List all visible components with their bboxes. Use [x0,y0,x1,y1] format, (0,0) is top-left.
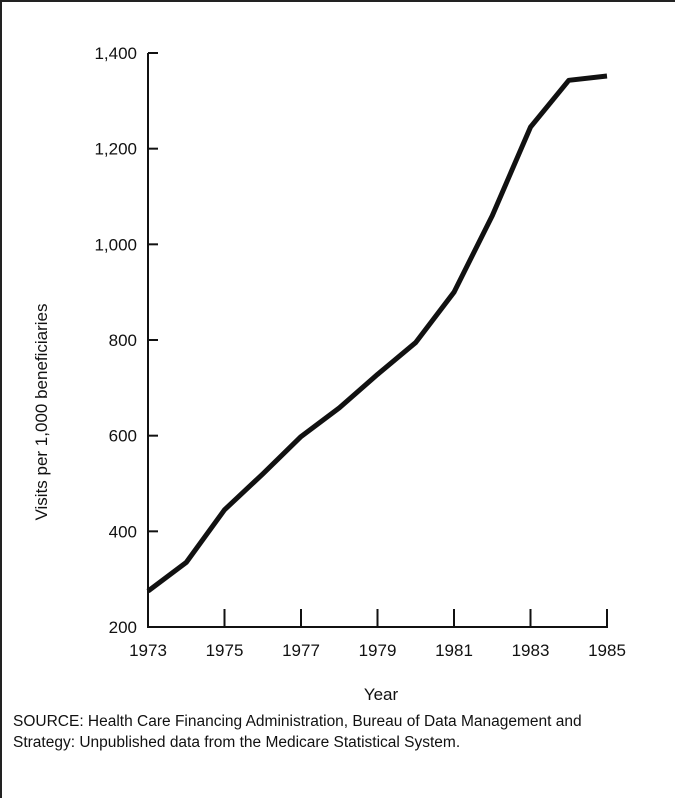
x-tick-label: 1973 [129,641,167,660]
y-tick-label: 1,400 [94,44,137,63]
chart-axes [147,53,608,628]
y-tick-label: 200 [109,618,137,637]
x-tick-label: 1983 [512,641,550,660]
x-tick-label: 1979 [359,641,397,660]
y-tick-label: 400 [109,522,137,541]
y-tick-label: 600 [109,427,137,446]
y-axis-ticks: 200 400 600 800 1,000 1,200 1,400 [94,44,158,637]
y-tick-label: 1,000 [94,235,137,254]
y-tick-label: 800 [109,331,137,350]
chart-series [146,73,608,594]
x-axis-ticks: 1973 1975 1977 1979 1981 1983 1985 [129,609,626,660]
y-axis-label: Visits per 1,000 beneficiaries [32,303,51,520]
line-chart: 200 400 600 800 1,000 1,200 1,400 1973 1975 1977… [32,44,626,700]
y-tick-label: 1,200 [94,140,137,159]
x-tick-label: 1985 [588,641,626,660]
x-tick-label: 1981 [435,641,473,660]
series-line [146,73,608,594]
source-note: SOURCE: Health Care Financing Administra… [13,713,582,751]
x-axis-label: Year [364,685,399,700]
x-tick-label: 1977 [282,641,320,660]
x-tick-label: 1975 [206,641,244,660]
